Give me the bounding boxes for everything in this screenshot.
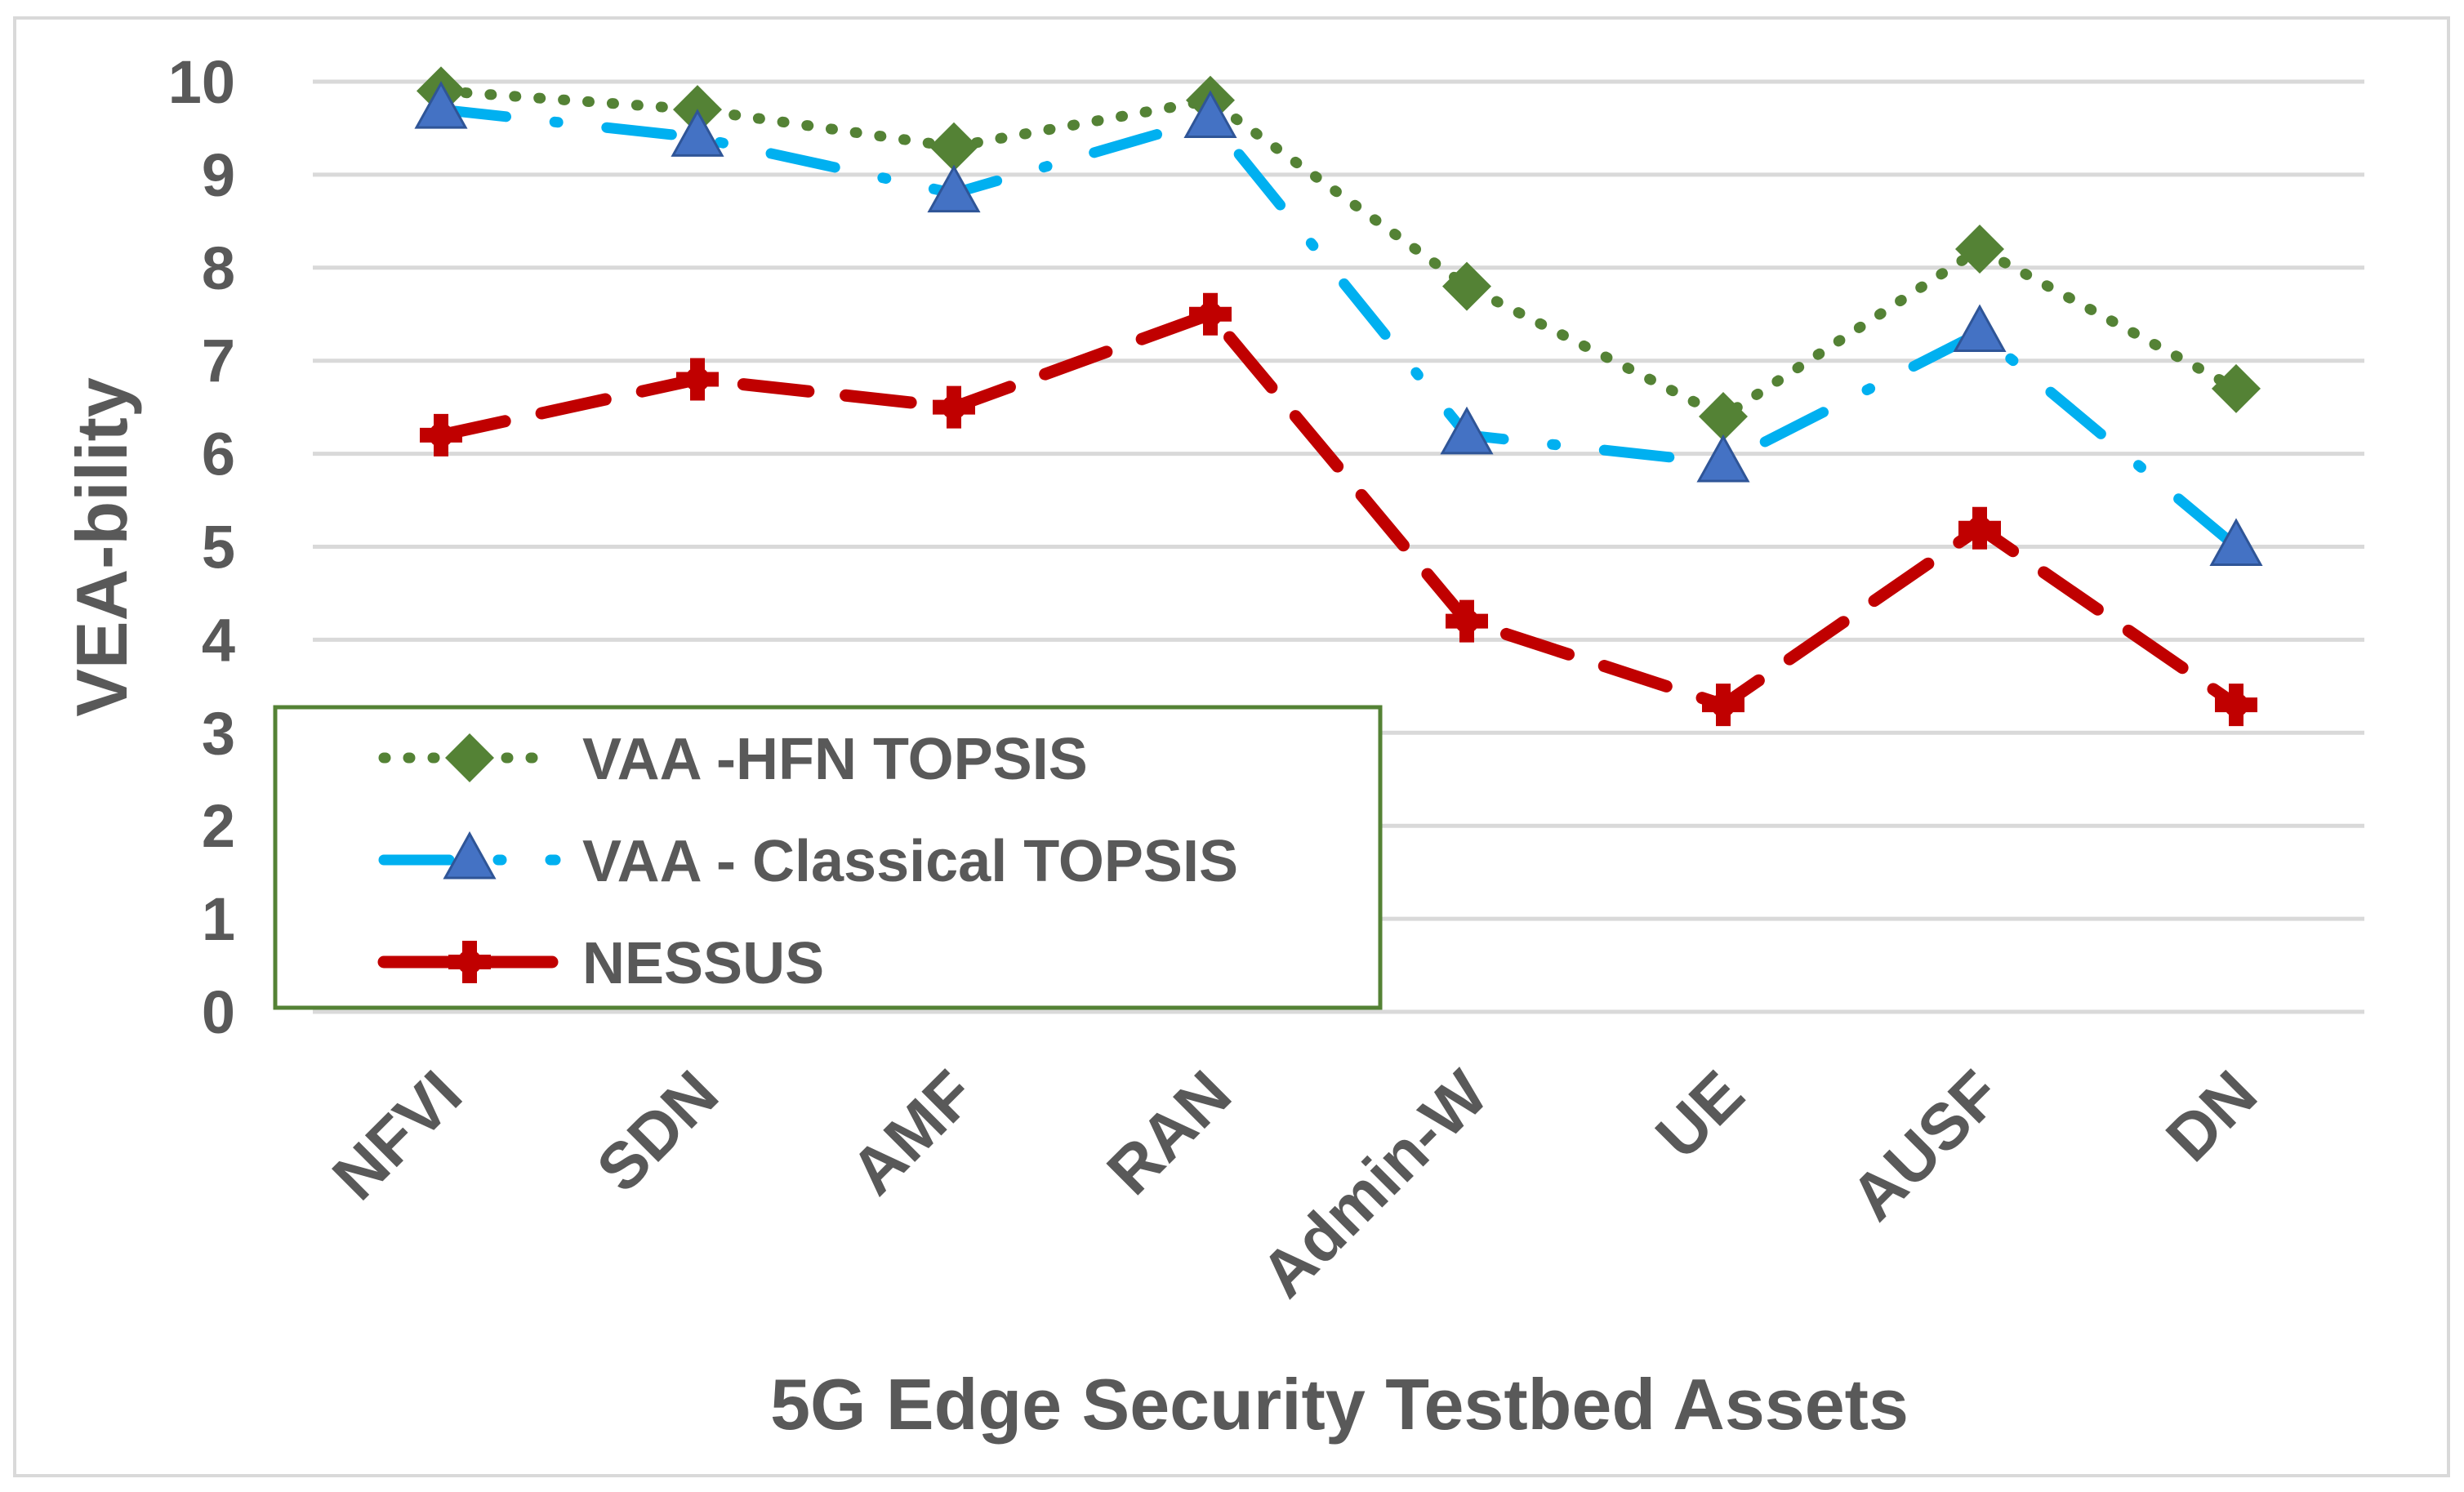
cross-marker: [1189, 292, 1232, 336]
series-line: [435, 104, 2242, 552]
triangle-marker: [1696, 434, 1750, 483]
legend-item: VAA - Classical TOPSIS: [378, 829, 1238, 894]
series-1: [414, 81, 2263, 566]
legend-item: VAA -HFN TOPSIS: [378, 727, 1088, 792]
diamond-marker: [1699, 392, 1748, 442]
diamond-marker: [1955, 225, 2004, 274]
y-tick-label: 4: [202, 606, 235, 674]
y-tick-label: 0: [202, 978, 235, 1046]
cross-marker: [676, 358, 719, 401]
legend: VAA -HFN TOPSIS VAA - Classical TOPSIS NES…: [273, 705, 1383, 1010]
cross-marker: [933, 385, 975, 429]
diamond-marker: [2212, 363, 2261, 413]
y-axis-title: VEA-bility: [61, 377, 142, 717]
y-tick-label: 9: [202, 141, 235, 209]
triangle-marker: [1440, 406, 1494, 455]
series-line: [434, 308, 2243, 711]
y-tick-label: 3: [202, 699, 235, 767]
diamond-marker: [1442, 261, 1491, 311]
y-tick-label: 5: [202, 514, 235, 581]
legend-label: VAA -HFN TOPSIS: [582, 727, 1088, 792]
series-line: [435, 85, 2242, 422]
triangle-marker: [443, 831, 497, 880]
y-tick-label: 6: [202, 421, 235, 488]
series-2: [420, 292, 2257, 727]
cross-marker: [1446, 599, 1488, 643]
cross-marker: [1702, 684, 1744, 727]
triangle-marker: [2209, 518, 2263, 566]
diamond-marker: [929, 122, 978, 171]
triangle-marker: [927, 164, 981, 213]
cross-marker: [1958, 506, 2001, 550]
cross-marker: [448, 941, 491, 983]
x-axis-title: 5G Edge Security Testbed Assets: [770, 1364, 1909, 1445]
y-tick-label: 7: [202, 327, 235, 395]
y-tick-label: 2: [202, 792, 235, 860]
legend-label: NESSUS: [582, 931, 824, 996]
y-tick-label: 1: [202, 885, 235, 953]
diamond-marker: [445, 733, 494, 782]
y-tick-labels: 0 1 2 3 4 5 6 7 8 9 10: [168, 48, 235, 1046]
y-tick-label: 8: [202, 234, 235, 302]
triangle-marker: [1953, 304, 2007, 353]
legend-label: VAA - Classical TOPSIS: [582, 829, 1238, 894]
legend-item: NESSUS: [377, 931, 824, 996]
triangle-marker: [414, 81, 468, 129]
cross-marker: [420, 413, 462, 457]
series-layer: [414, 66, 2263, 727]
triangle-marker: [671, 109, 724, 157]
cross-marker: [2215, 684, 2257, 727]
triangle-marker: [1183, 90, 1237, 139]
y-tick-label: 10: [168, 48, 235, 116]
